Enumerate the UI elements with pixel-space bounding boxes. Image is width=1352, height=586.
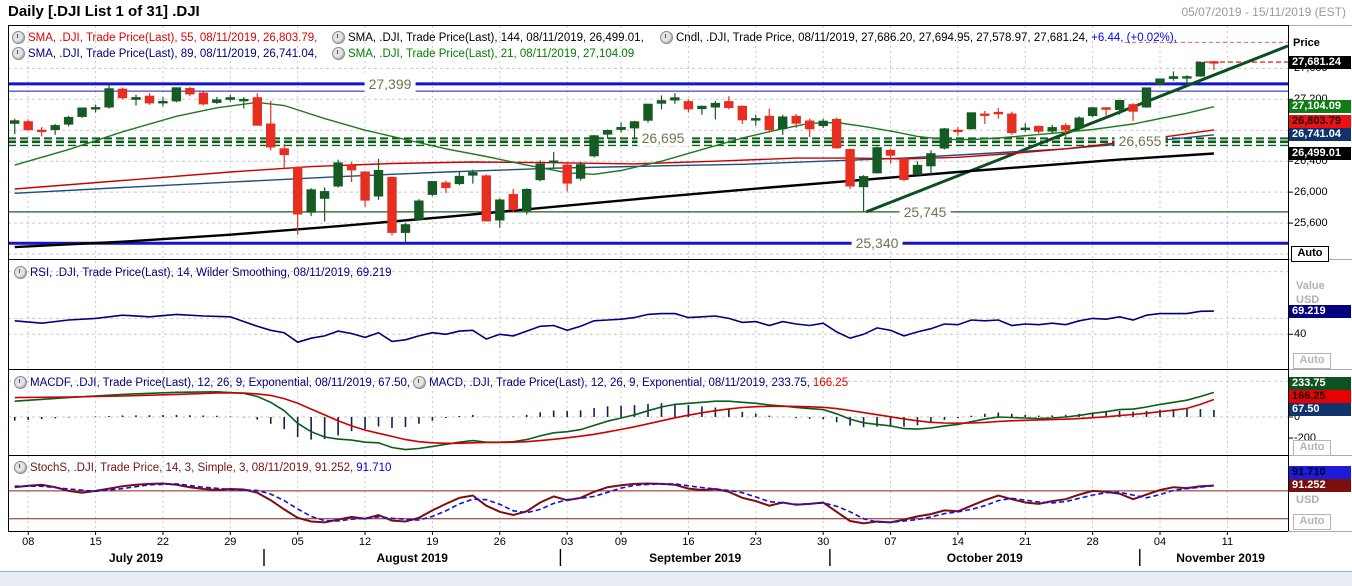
bottom-strip [0,571,1352,586]
level-label: 25,745 [899,203,951,220]
axis-price-badge: 166.25 [1289,390,1351,404]
x-axis-month-label: November 2019 [1176,551,1265,565]
price-axis-header: Price [1293,37,1320,49]
legend-sma21[interactable]: SMA, .DJI, Trade Price(Last), 21, 08/11/… [332,47,634,60]
axis-tick-label: 26,000 [1294,186,1328,199]
legend-sma89-text: SMA, .DJI, Trade Price(Last), 89, 08/11/… [28,47,318,60]
legend-macd-text: MACD, .DJI, Trade Price(Last), 12, 26, 9… [429,376,810,389]
axis-price-badge: 233.75 [1289,377,1351,391]
x-axis-tick-label: 16 [682,536,695,548]
x-axis-tick-label: 11 [1221,536,1234,548]
clock-icon[interactable] [14,376,27,389]
legend-sma55-text: SMA, .DJI, Trade Price(Last), 55, 08/11/… [28,31,318,44]
axis-price-badge: 67.50 [1289,403,1351,417]
legend-stoch-d-value: 91.710 [356,461,392,474]
axis-price-badge: 91.252 [1289,479,1351,493]
axis-price-badge: 26,499.01 [1289,147,1351,161]
rsi-auto-button[interactable]: Auto [1293,353,1331,369]
axis-price-badge: 26,803.79 [1289,115,1351,129]
legend-cndl[interactable]: Cndl, .DJI, Trade Price, 08/11/2019, 27,… [660,31,1177,44]
clock-icon[interactable] [413,376,427,389]
axis-tick-label: 40 [1294,328,1307,341]
legend-stoch[interactable]: StochS, .DJI, Trade Price, 14, 3, Simple… [14,461,391,474]
level-label: 27,399 [364,75,416,92]
legend-sma55[interactable]: SMA, .DJI, Trade Price(Last), 55, 08/11/… [12,31,317,44]
axis-tick-label: 25,600 [1294,217,1328,230]
rsi-currency-label: USD [1296,294,1320,306]
x-axis-tick-label: 03 [561,536,574,548]
axis-price-badge: 27,104.09 [1289,100,1351,114]
legend-rsi-text: RSI, .DJI, Trade Price(Last), 14, Wilder… [30,266,392,279]
x-axis-tick-label: 28 [1086,536,1099,548]
stoch-auto-button[interactable]: Auto [1293,514,1331,530]
legend-sma144[interactable]: SMA, .DJI, Trade Price(Last), 144, 08/11… [332,31,644,44]
level-label: 25,340 [851,235,903,252]
x-axis-tick-label: 05 [291,536,304,548]
x-axis-month-label: July 2019 [108,551,164,565]
axis-tick-label: 0 [1294,410,1301,423]
clock-icon[interactable] [660,31,673,44]
x-axis-month-label: October 2019 [946,551,1023,565]
legend-sma89[interactable]: SMA, .DJI, Trade Price(Last), 89, 08/11/… [12,47,317,60]
x-axis-month-label: September 2019 [649,551,742,565]
title-bar: Daily [.DJI List 1 of 31] .DJI 05/07/201… [0,0,1352,25]
x-axis-tick-label: 23 [749,536,762,548]
legend-sma144-text: SMA, .DJI, Trade Price(Last), 144, 08/11… [348,31,644,44]
x-axis-tick-label: 07 [884,536,897,548]
clock-icon[interactable] [14,266,27,279]
x-axis-tick-label: 04 [1153,536,1167,548]
x-axis-tick-label: 19 [426,536,439,548]
legend-macdf-text: MACDF, .DJI, Trade Price(Last), 12, 26, … [30,376,411,389]
axis-price-badge: 69.219 [1289,304,1351,318]
legend-cndl-change: +6.44, (+0.02%), [1091,31,1177,44]
x-axis-tick-label: 22 [156,536,170,548]
legend-stoch-text: StochS, .DJI, Trade Price, 14, 3, Simple… [30,461,354,474]
x-axis-tick-label: 21 [1019,536,1032,548]
legend-rsi[interactable]: RSI, .DJI, Trade Price(Last), 14, Wilder… [14,266,392,279]
legend-sma21-text: SMA, .DJI, Trade Price(Last), 21, 08/11/… [348,47,635,60]
clock-icon[interactable] [12,47,25,60]
axis-price-badge: 27,681.24 [1289,55,1351,69]
clock-icon[interactable] [332,31,345,44]
x-axis-tick-label: 30 [817,536,830,548]
clock-icon[interactable] [14,461,27,474]
x-axis-tick-label: 09 [614,536,628,548]
legend-cndl-text: Cndl, .DJI, Trade Price, 08/11/2019, 27,… [676,31,1089,44]
x-axis-tick-label: 26 [493,536,506,548]
level-label: 26,695 [637,130,689,147]
stoch-currency-label: USD [1296,494,1320,506]
date-range: 05/07/2019 - 15/11/2019 (EST) [1181,5,1346,19]
x-axis-tick-label: 14 [951,536,965,548]
legend-macd[interactable]: MACDF, .DJI, Trade Price(Last), 12, 26, … [14,376,848,389]
x-axis-tick-label: 29 [224,536,237,548]
clock-icon[interactable] [12,31,25,44]
axis-price-badge: 26,741.04 [1289,128,1351,142]
x-axis-tick-label: 12 [358,536,372,548]
axis-price-badge: 91.710 [1289,466,1351,480]
level-label: 26,655 [1114,133,1166,150]
page-title: Daily [.DJI List 1 of 31] .DJI [8,3,200,20]
value-axis-header: Value [1296,280,1325,292]
x-axis-tick-label: 15 [89,536,102,548]
legend-macd-signal-value: 166.25 [812,376,849,389]
x-axis-month-label: August 2019 [376,551,448,565]
clock-icon[interactable] [332,47,345,60]
macd-auto-button[interactable]: Auto [1293,440,1331,456]
x-axis-tick-label: 08 [22,536,35,548]
price-auto-button[interactable]: Auto [1291,246,1329,262]
